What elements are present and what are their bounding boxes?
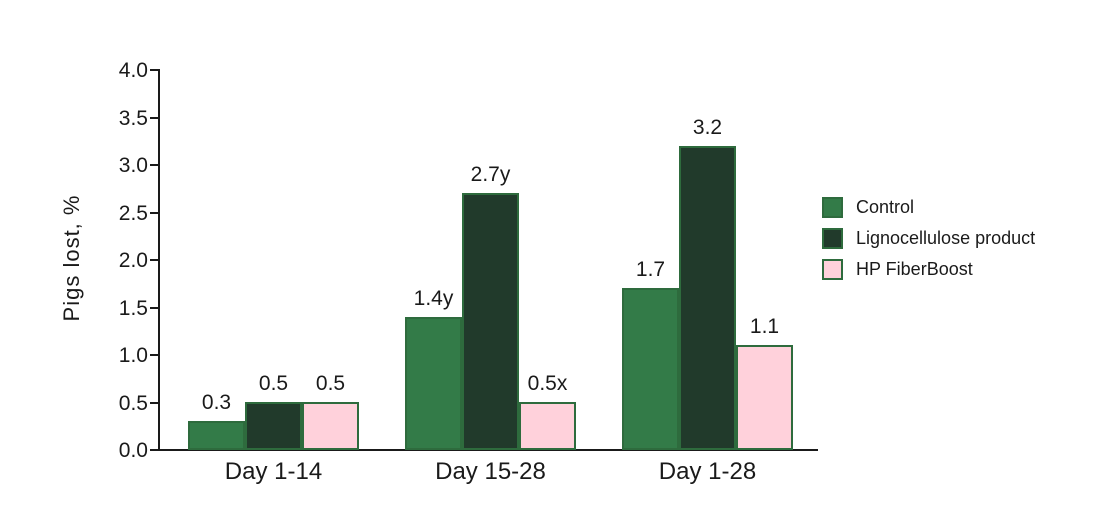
y-axis-title: Pigs lost, % <box>59 194 84 322</box>
bar-hp-fiberboost-day-1-14 <box>302 402 359 450</box>
legend-swatch <box>822 258 843 280</box>
bar-value-label: 1.7 <box>635 258 666 281</box>
y-tick-label: 2.0 <box>118 249 148 272</box>
x-axis-line <box>158 449 818 451</box>
bar-control-day-1-28 <box>622 288 679 450</box>
y-tick-mark <box>150 449 159 451</box>
bar-value-label: 2.7y <box>470 163 511 186</box>
bar-value-label: 0.3 <box>201 391 232 414</box>
bar-lignocellulose-product-day-15-28 <box>462 193 519 450</box>
y-tick-label: 2.5 <box>118 201 148 225</box>
y-tick-label: 1.5 <box>118 296 148 320</box>
y-axis-line <box>158 69 160 451</box>
bar-value-label: 0.5x <box>527 372 568 395</box>
bar-hp-fiberboost-day-1-28 <box>736 345 793 450</box>
bar-value-label: 1.1 <box>749 315 780 338</box>
bar-value-label: 0.5 <box>315 372 346 395</box>
y-tick-label: 0.0 <box>118 439 148 462</box>
y-tick-mark <box>150 164 159 166</box>
legend-swatch <box>822 227 843 249</box>
legend-label: Lignocellulose product <box>856 227 1036 248</box>
bar-hp-fiberboost-day-15-28 <box>519 402 576 450</box>
y-tick-mark <box>150 69 159 71</box>
y-tick-label: 1.0 <box>118 344 148 367</box>
legend-item-lignocellulose-product: Lignocellulose product <box>822 227 1035 249</box>
x-category-label: Day 15-28 <box>435 458 546 485</box>
bar-value-label: 0.5 <box>258 372 289 395</box>
y-tick-mark <box>150 259 159 261</box>
bar-control-day-15-28 <box>405 317 462 450</box>
x-category-label: Day 1-28 <box>658 458 757 485</box>
y-tick-label: 3.0 <box>118 154 148 177</box>
bar-value-label: 1.4y <box>413 287 454 310</box>
bar-lignocellulose-product-day-1-14 <box>245 402 302 450</box>
legend-item-control: Control <box>822 196 1035 218</box>
y-tick-mark <box>150 354 159 356</box>
y-tick-mark <box>150 116 159 119</box>
bar-lignocellulose-product-day-1-28 <box>679 146 736 450</box>
bar-control-day-1-14 <box>188 421 245 450</box>
legend-label: HP FiberBoost <box>856 258 973 279</box>
y-tick-label: 4.0 <box>118 59 148 82</box>
y-tick-label: 3.5 <box>118 106 148 130</box>
legend-swatch <box>822 196 843 218</box>
y-tick-mark <box>150 211 159 214</box>
legend: Control Lignocellulose product HP FiberBoo… <box>822 196 1035 289</box>
y-tick-mark <box>150 306 159 309</box>
bar-value-label: 3.2 <box>692 116 723 139</box>
x-category-label: Day 1-14 <box>224 458 323 485</box>
y-tick-label: 0.5 <box>118 391 148 415</box>
legend-item-hp-fiberboost: HP FiberBoost <box>822 258 1035 280</box>
y-tick-mark <box>150 401 159 404</box>
legend-label: Control <box>856 196 915 217</box>
